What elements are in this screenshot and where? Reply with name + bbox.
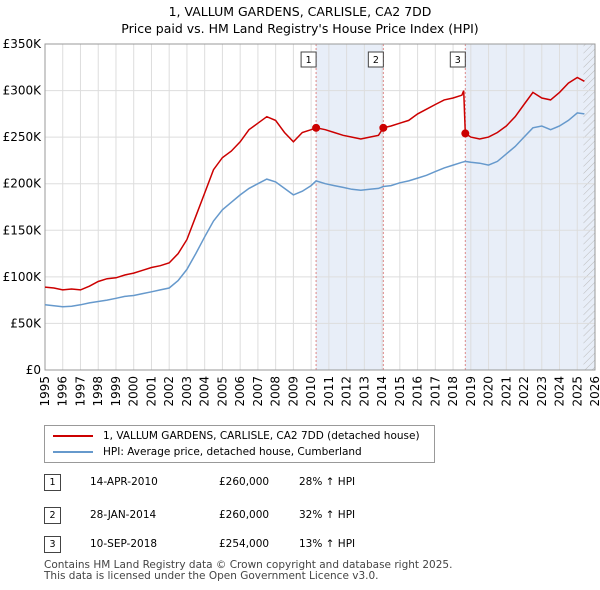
x-tick-label: 2008 bbox=[269, 376, 283, 407]
table-row: 1 14-APR-2010 £260,000 28% ↑ HPI bbox=[44, 474, 444, 494]
footer-copyright: Contains HM Land Registry data © Crown c… bbox=[44, 559, 453, 571]
transaction-date: 28-JAN-2014 bbox=[90, 509, 157, 521]
legend-item-hpi: HPI: Average price, detached house, Cumb… bbox=[53, 444, 362, 460]
plot-frame bbox=[44, 43, 596, 371]
marker-label-box-3 bbox=[449, 51, 466, 68]
transaction-price: £260,000 bbox=[219, 509, 270, 521]
x-tick-label: 2000 bbox=[127, 376, 141, 407]
x-tick-label: 2001 bbox=[144, 376, 158, 407]
marker-point-3 bbox=[461, 129, 470, 138]
x-tick-label: 2007 bbox=[251, 376, 265, 407]
legend-label-hpi: HPI: Average price, detached house, Cumb… bbox=[103, 446, 362, 458]
marker-label-3: 3 bbox=[455, 55, 461, 66]
marker-label-box-1 bbox=[300, 51, 317, 68]
marker-number: 1 bbox=[44, 474, 61, 491]
y-tick-label: £50K bbox=[10, 316, 42, 330]
y-tick-label: £200K bbox=[3, 177, 43, 191]
x-tick-label: 2014 bbox=[375, 376, 389, 407]
x-tick-label: 2009 bbox=[286, 376, 300, 407]
x-tick-label: 2003 bbox=[180, 376, 194, 407]
x-tick-label: 1997 bbox=[73, 376, 87, 407]
transaction-hpi: 28% ↑ HPI bbox=[299, 476, 356, 488]
transaction-date: 14-APR-2010 bbox=[90, 476, 158, 488]
x-tick-label: 2016 bbox=[411, 376, 425, 407]
transaction-hpi: 13% ↑ HPI bbox=[299, 538, 356, 550]
y-tick-label: £100K bbox=[3, 270, 43, 284]
marker-number: 3 bbox=[44, 536, 61, 553]
y-tick-label: £350K bbox=[3, 37, 43, 51]
chart-title: 1, VALLUM GARDENS, CARLISLE, CA2 7DD bbox=[168, 4, 432, 19]
x-tick-label: 1999 bbox=[109, 376, 123, 407]
x-tick-label: 2013 bbox=[357, 376, 371, 407]
transaction-price: £260,000 bbox=[219, 476, 270, 488]
forecast-hatch bbox=[583, 44, 595, 370]
x-tick-label: 2019 bbox=[464, 376, 478, 407]
x-tick-label: 2010 bbox=[304, 376, 318, 407]
x-tick-label: 2020 bbox=[482, 376, 496, 407]
legend-swatch-property bbox=[53, 435, 93, 437]
footer: Contains HM Land Registry data © Crown c… bbox=[44, 560, 452, 582]
x-tick-label: 2024 bbox=[553, 376, 567, 407]
x-tick-label: 2002 bbox=[162, 376, 176, 407]
x-tick-label: 2017 bbox=[428, 376, 442, 407]
x-tick-label: 2018 bbox=[446, 376, 460, 407]
x-tick-label: 1995 bbox=[38, 376, 52, 407]
footer-licence: This data is licensed under the Open Gov… bbox=[44, 570, 379, 582]
marker-label-box-2 bbox=[367, 51, 384, 68]
x-tick-label: 2011 bbox=[322, 376, 336, 407]
marker-label-2: 2 bbox=[373, 55, 379, 66]
marker-label-1: 1 bbox=[306, 55, 312, 66]
x-tick-label: 2005 bbox=[215, 376, 229, 407]
table-row: 3 10-SEP-2018 £254,000 13% ↑ HPI bbox=[44, 536, 444, 556]
x-tick-label: 2015 bbox=[393, 376, 407, 407]
y-tick-label: £250K bbox=[3, 130, 43, 144]
x-tick-label: 1996 bbox=[56, 376, 70, 407]
transaction-date: 10-SEP-2018 bbox=[90, 538, 158, 550]
chart-subtitle: Price paid vs. HM Land Registry's House … bbox=[121, 21, 479, 36]
y-tick-label: £150K bbox=[3, 223, 43, 237]
legend-swatch-hpi bbox=[53, 451, 93, 453]
x-tick-label: 1998 bbox=[91, 376, 105, 407]
shaded-span-2 bbox=[465, 44, 595, 370]
legend-item-property: 1, VALLUM GARDENS, CARLISLE, CA2 7DD (de… bbox=[53, 428, 420, 444]
marker-number: 2 bbox=[44, 507, 61, 524]
marker-point-2 bbox=[379, 123, 388, 132]
transaction-price: £254,000 bbox=[219, 538, 270, 550]
x-tick-label: 2023 bbox=[535, 376, 549, 407]
x-tick-label: 2004 bbox=[198, 376, 212, 407]
x-tick-label: 2025 bbox=[570, 376, 584, 407]
x-tick-label: 2021 bbox=[499, 376, 513, 407]
x-tick-label: 2022 bbox=[517, 376, 531, 407]
table-row: 2 28-JAN-2014 £260,000 32% ↑ HPI bbox=[44, 507, 444, 527]
shaded-span-1 bbox=[316, 44, 384, 370]
y-tick-label: £0 bbox=[26, 363, 41, 377]
x-tick-label: 2012 bbox=[340, 376, 354, 407]
price-chart: 1 2 3 £0 £50K £100K £150K £200K £250K £300K £350K 1… bbox=[3, 37, 600, 407]
series-line-hpi bbox=[44, 112, 585, 308]
x-tick-label: 2026 bbox=[588, 376, 600, 407]
series-line-property bbox=[44, 76, 585, 291]
y-tick-label: £300K bbox=[3, 84, 43, 98]
x-tick-label: 2006 bbox=[233, 376, 247, 407]
legend-label-property: 1, VALLUM GARDENS, CARLISLE, CA2 7DD (de… bbox=[103, 430, 420, 442]
transaction-hpi: 32% ↑ HPI bbox=[299, 509, 356, 521]
legend: 1, VALLUM GARDENS, CARLISLE, CA2 7DD (de… bbox=[44, 425, 435, 463]
marker-point-1 bbox=[312, 123, 321, 132]
